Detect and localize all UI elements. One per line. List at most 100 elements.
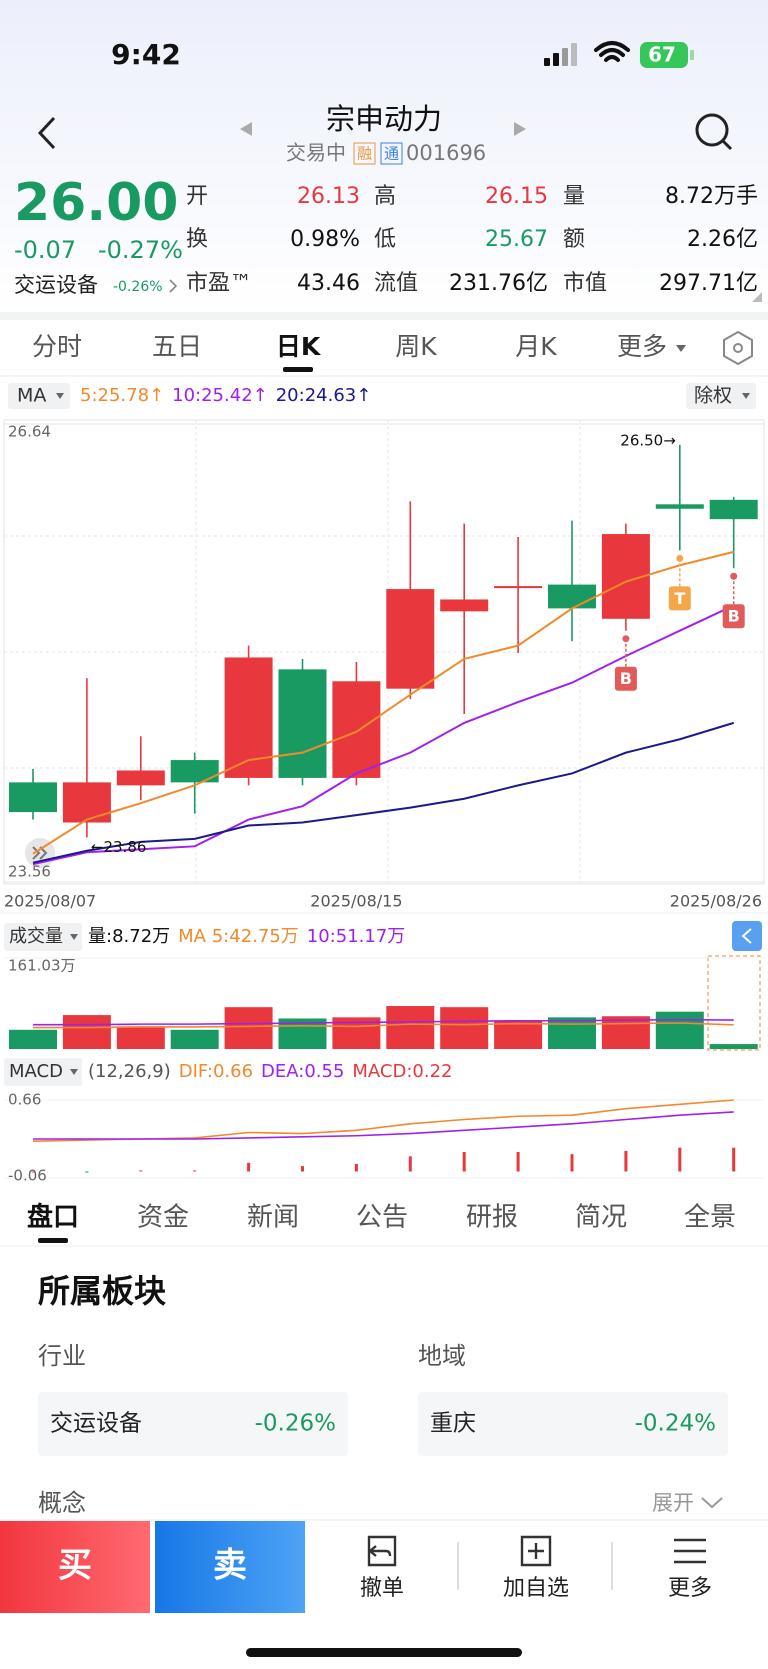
chart-tab[interactable]: 月K (515, 332, 557, 361)
info-tab[interactable]: 研报 (466, 1203, 518, 1233)
volume-bar (116, 1026, 165, 1049)
info-tab[interactable]: 资金 (137, 1203, 189, 1233)
stat-label: 市值 (563, 271, 607, 296)
candle-body (332, 681, 381, 778)
info-tab[interactable]: 新闻 (247, 1203, 299, 1233)
volume-bar (709, 1044, 758, 1049)
indicator-name: MA (17, 385, 46, 407)
tab-underline (38, 1238, 68, 1243)
search-handle (721, 139, 733, 151)
y-tick-label: 23.56 (8, 863, 51, 881)
volume-bar (170, 1029, 219, 1049)
info-tab[interactable]: 盘口 (27, 1202, 79, 1233)
stat-value: 231.76亿 (449, 271, 548, 296)
trade-state: 交易中 (286, 141, 346, 165)
ma-value: 10:25.42↑ (172, 385, 268, 406)
expand-corner[interactable] (752, 292, 762, 302)
info-tab[interactable]: 简况 (575, 1203, 627, 1233)
signal-badge (668, 586, 691, 611)
chart-tab[interactable]: 五日 (152, 332, 202, 361)
info-tab[interactable]: 公告 (356, 1203, 408, 1233)
chart-tab[interactable]: 日K (276, 332, 322, 361)
charts: 23.56 26.64 2025/08/07 2025/08/15 2025/08/26… (4, 423, 764, 1185)
volume-bar (601, 1016, 650, 1049)
price-change-percent: -0.27% (98, 236, 183, 264)
settings-button[interactable] (723, 330, 753, 366)
sell-button[interactable] (155, 1521, 305, 1613)
x-tick-label: 2025/08/15 (310, 892, 402, 911)
search-button[interactable] (695, 113, 729, 147)
buy-button[interactable] (0, 1521, 150, 1613)
adjust-select[interactable] (686, 383, 756, 409)
volume-bar (9, 1029, 57, 1049)
action-label[interactable]: 更多 (668, 1576, 712, 1601)
chart-tab[interactable]: 周K (395, 332, 437, 361)
sector-change: -0.26% (113, 279, 163, 295)
ma-line (32, 550, 734, 855)
chart-tab[interactable]: 更多 (617, 332, 667, 361)
macd-bar (193, 1170, 197, 1172)
collapse-button[interactable] (732, 921, 762, 951)
candle-body (386, 589, 435, 689)
macd-bar (354, 1163, 358, 1172)
macd-params: (12,26,9) (88, 1061, 171, 1082)
chart-tabs: 分时 五日 日K 周K 月K 更多 (32, 332, 686, 372)
candle-body (116, 770, 165, 786)
sector-name: 交运设备 (14, 273, 98, 297)
expand-button[interactable]: 展开 (652, 1491, 694, 1515)
volume-ma-line (33, 1018, 734, 1026)
more-icon[interactable] (674, 1538, 706, 1564)
prev-stock[interactable] (240, 122, 252, 136)
watchlist-icon[interactable] (520, 1535, 552, 1567)
ma-line (32, 721, 734, 864)
volume-bar (62, 1015, 111, 1049)
divider (0, 312, 768, 320)
volume-title: 成交量 (9, 926, 63, 947)
candle-body (709, 499, 758, 520)
sector-card-name: 交运设备 (50, 1411, 142, 1437)
tag-connect: 通 (384, 145, 399, 163)
sector-arrow[interactable] (169, 279, 178, 293)
stat-value: 26.13 (297, 184, 360, 209)
stat-label: 换 (186, 227, 208, 252)
home-indicator (246, 1648, 522, 1657)
chart-tab[interactable]: 分时 (32, 332, 82, 361)
stat-label: 低 (374, 227, 396, 252)
signal-badge (614, 666, 637, 691)
macd-bar (31, 1171, 35, 1173)
macd-legend: DIF:0.66 (179, 1061, 253, 1082)
info-tab[interactable]: 全景 (684, 1203, 736, 1233)
action-label[interactable]: 加自选 (503, 1576, 569, 1601)
next-stock[interactable] (514, 122, 526, 136)
cancel-icon[interactable] (367, 1535, 397, 1567)
macd-select[interactable] (4, 1058, 82, 1086)
stock-name: 宗申动力 (326, 102, 442, 136)
volume-bar (386, 1006, 435, 1049)
sector-card[interactable] (38, 1392, 348, 1456)
candle-body (655, 504, 704, 509)
stat-value: 25.67 (485, 227, 548, 252)
sector-card-change: -0.24% (635, 1411, 716, 1437)
back-button[interactable] (37, 116, 56, 150)
y-tick-label: -0.06 (8, 1167, 47, 1185)
action-label[interactable]: 撤单 (360, 1576, 404, 1601)
macd-bar (139, 1170, 143, 1172)
macd-bar (462, 1152, 466, 1172)
stat-label: 流值 (374, 271, 418, 296)
stat-label: 市盈™ (186, 271, 252, 296)
current-bar-frame (707, 955, 761, 1051)
y-tick-label: 161.03万 (8, 957, 76, 975)
sector-card[interactable] (418, 1392, 728, 1456)
volume-select[interactable] (4, 923, 82, 951)
macd-title: MACD (9, 1061, 63, 1082)
macd-bar (624, 1150, 628, 1172)
sector-card-name: 重庆 (430, 1411, 476, 1437)
volume-bar (548, 1017, 596, 1049)
stat-value: 8.72万手 (665, 184, 758, 209)
stat-value: 26.15 (485, 184, 548, 209)
macd-bar (732, 1147, 736, 1172)
indicator-select[interactable] (8, 383, 70, 409)
volume-legend: 10:51.17万 (307, 926, 406, 947)
y-tick-label: 0.66 (8, 1091, 41, 1109)
